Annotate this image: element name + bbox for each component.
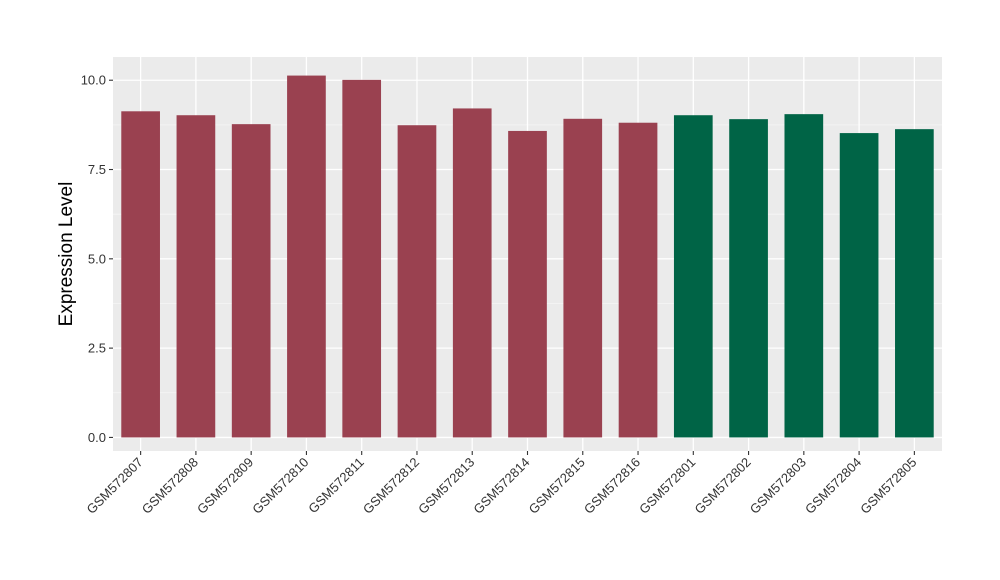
bar-GSM572811: [342, 79, 382, 438]
bar-GSM572809: [231, 124, 271, 438]
x-tick-label: GSM572810: [249, 455, 311, 517]
bar-GSM572816: [618, 122, 658, 438]
bar-GSM572803: [784, 114, 824, 438]
bar-GSM572814: [508, 130, 547, 438]
y-tick-label: 7.5: [88, 162, 106, 177]
y-axis: 0.0 2.5 5.0 7.5 10.0: [81, 73, 113, 445]
y-tick-label: 10.0: [81, 73, 106, 88]
y-axis-title: Expression Level: [56, 182, 77, 327]
bar-GSM572801: [673, 115, 713, 438]
bar-GSM572805: [895, 129, 934, 438]
bar-GSM572802: [729, 119, 768, 438]
x-tick-label: GSM572805: [857, 455, 919, 517]
x-tick-label: GSM572812: [360, 455, 422, 517]
bar-GSM572813: [452, 108, 492, 438]
x-tick-label: GSM572809: [194, 455, 256, 517]
x-tick-label: GSM572801: [636, 455, 698, 517]
y-tick-label: 0.0: [88, 430, 106, 445]
bars: [121, 75, 934, 438]
x-tick-label: GSM572808: [139, 455, 201, 517]
bar-GSM572808: [176, 115, 216, 438]
bar-GSM572815: [563, 118, 603, 438]
bar-GSM572804: [839, 133, 879, 438]
x-tick-label: GSM572816: [581, 455, 643, 517]
y-tick-label: 2.5: [88, 341, 106, 356]
x-tick-label: GSM572811: [305, 455, 367, 517]
x-tick-label: GSM572802: [691, 455, 753, 517]
x-tick-label: GSM572807: [84, 455, 146, 517]
y-tick-label: 5.0: [88, 251, 106, 266]
x-axis: GSM572807GSM572808GSM572809GSM572810GSM5…: [84, 451, 919, 517]
bar-GSM572807: [121, 111, 160, 438]
x-tick-label: GSM572813: [415, 455, 477, 517]
x-tick-label: GSM572815: [526, 455, 588, 517]
x-tick-label: GSM572814: [470, 455, 532, 517]
bar-GSM572812: [397, 125, 437, 438]
x-tick-label: GSM572803: [747, 455, 809, 517]
x-tick-label: GSM572804: [802, 455, 864, 517]
bar-GSM572810: [287, 75, 326, 438]
